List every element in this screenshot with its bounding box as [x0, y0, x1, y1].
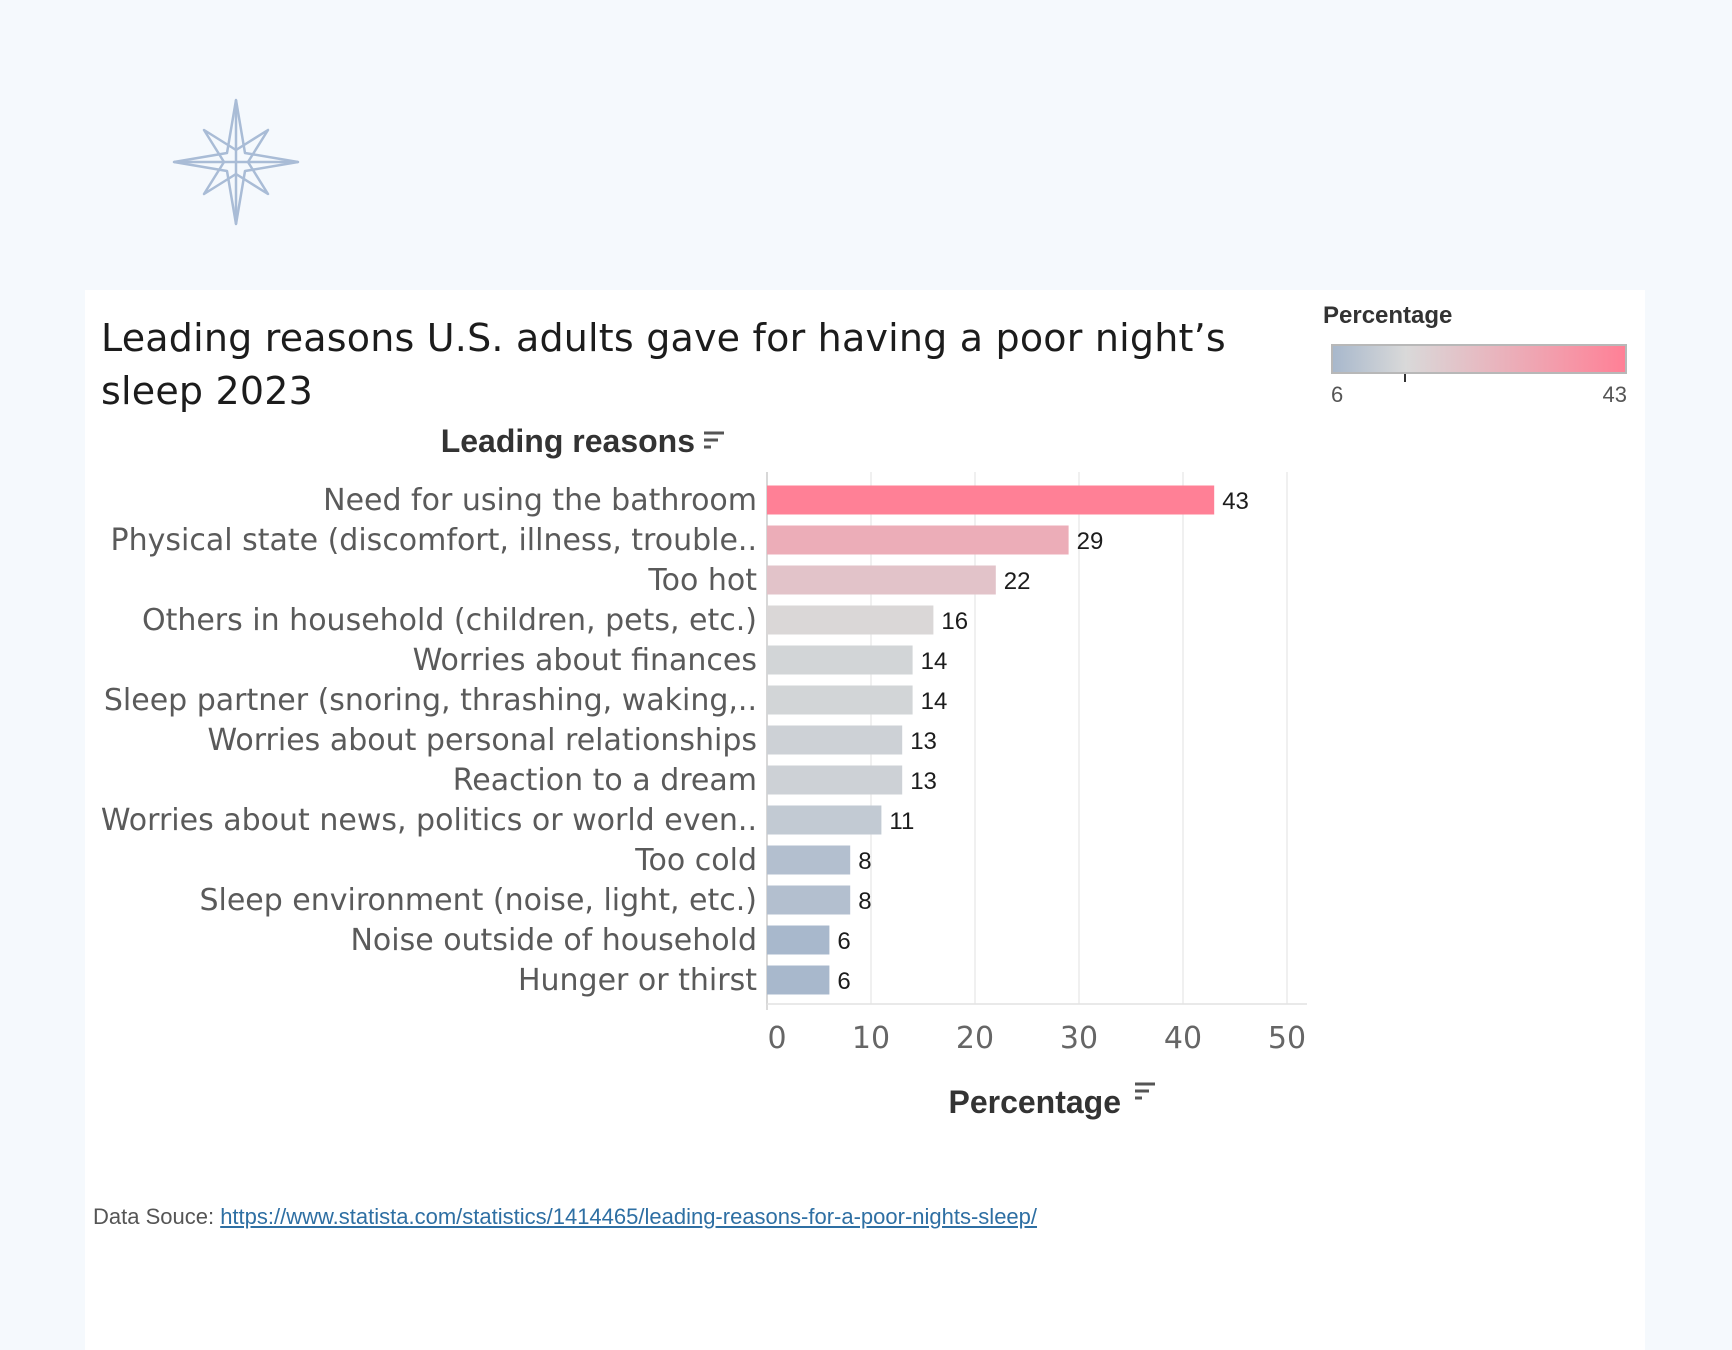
value-label: 43 — [1222, 488, 1249, 515]
bar — [767, 845, 851, 875]
bar — [767, 645, 913, 675]
legend-title: Percentage — [1323, 302, 1453, 329]
y-axis-title: Leading reasons — [441, 423, 695, 459]
category-label: Noise outside of household — [350, 923, 757, 958]
bar — [767, 685, 913, 715]
bar — [767, 485, 1215, 515]
value-label: 14 — [921, 648, 948, 675]
color-legend-gradient — [1331, 344, 1627, 374]
category-label: Sleep partner (snoring, thrashing, wakin… — [104, 683, 757, 718]
chart-title: Leading reasons U.S. adults gave for hav… — [101, 316, 1226, 413]
category-label: Physical state (discomfort, illness, tro… — [111, 523, 758, 558]
value-label: 8 — [858, 848, 871, 875]
bar — [767, 805, 882, 835]
x-tick-label: 50 — [1268, 1021, 1306, 1056]
value-label: 13 — [910, 728, 937, 755]
value-label: 11 — [889, 808, 914, 835]
bar — [767, 605, 934, 635]
bar — [767, 525, 1069, 555]
value-label: 8 — [858, 888, 871, 915]
sort-icon — [704, 431, 724, 449]
value-label: 14 — [921, 688, 948, 715]
bar — [767, 965, 830, 995]
value-label: 6 — [837, 928, 850, 955]
x-tick-label: 20 — [956, 1021, 994, 1056]
category-label: Too cold — [634, 843, 757, 878]
bar — [767, 725, 903, 755]
category-label: Need for using the bathroom — [323, 483, 757, 518]
x-tick-label: 10 — [852, 1021, 890, 1056]
category-label: Too hot — [647, 563, 757, 598]
value-label: 13 — [910, 768, 937, 795]
value-label: 29 — [1077, 528, 1104, 555]
bar — [767, 565, 996, 595]
x-tick-label: 40 — [1164, 1021, 1202, 1056]
bar — [767, 885, 851, 915]
legend-max-label: 43 — [1602, 382, 1627, 407]
category-label: Reaction to a dream — [453, 763, 757, 798]
chart-card: Leading reasons U.S. adults gave for hav… — [85, 290, 1645, 1350]
category-label: Worries about finances — [413, 643, 757, 678]
legend-tick — [1404, 374, 1406, 382]
compass-star-icon — [170, 96, 302, 228]
category-label: Others in household (children, pets, etc… — [142, 603, 757, 638]
category-label: Worries about personal relationships — [207, 723, 757, 758]
value-label: 6 — [837, 968, 850, 995]
source-link[interactable]: https://www.statista.com/statistics/1414… — [220, 1204, 1038, 1229]
source-prefix: Data Souce: — [93, 1204, 221, 1229]
category-label: Hunger or thirst — [518, 963, 757, 998]
data-source: Data Souce: https://www.statista.com/sta… — [93, 1204, 1037, 1230]
category-label: Sleep environment (noise, light, etc.) — [199, 883, 757, 918]
x-tick-label: 0 — [767, 1021, 786, 1056]
bar-chart: Leading reasons Need for using the bathro… — [101, 423, 1307, 1120]
legend-min-label: 6 — [1331, 382, 1344, 407]
x-axis-title: Percentage — [948, 1084, 1121, 1120]
sort-icon — [1135, 1082, 1155, 1100]
value-label: 22 — [1004, 568, 1031, 595]
x-tick-label: 30 — [1060, 1021, 1098, 1056]
value-label: 16 — [941, 608, 968, 635]
category-label: Worries about news, politics or world ev… — [101, 803, 757, 838]
bar — [767, 765, 903, 795]
bar — [767, 925, 830, 955]
